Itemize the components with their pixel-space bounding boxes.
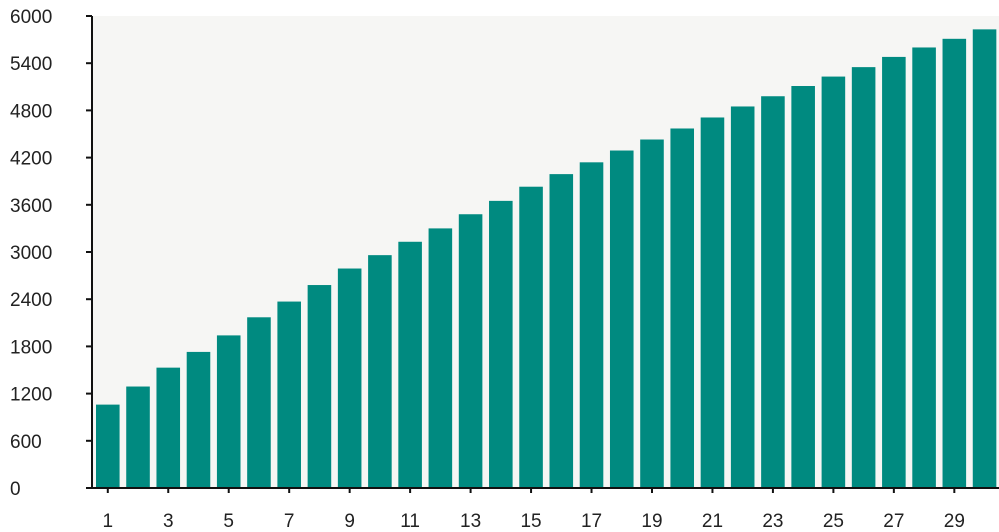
bar-23 — [761, 96, 785, 489]
bar-16 — [549, 174, 574, 488]
x-tick-label: 25 — [823, 511, 844, 532]
x-tick-label: 19 — [641, 511, 662, 532]
y-tick-label: 600 — [10, 432, 42, 453]
x-tick-label: 23 — [762, 511, 783, 532]
y-tick-label: 6000 — [10, 7, 52, 28]
bar-8 — [307, 285, 332, 488]
bar-11 — [398, 241, 422, 488]
x-tick-label: 27 — [883, 511, 904, 532]
bar-13 — [458, 214, 483, 489]
bar-26 — [851, 67, 876, 488]
y-tick-label: 3000 — [10, 243, 52, 264]
bar-6 — [247, 317, 271, 488]
x-tick-label: 9 — [344, 511, 355, 532]
x-tick-label: 21 — [702, 511, 723, 532]
x-tick-label: 15 — [520, 511, 541, 532]
x-tick-label: 7 — [284, 511, 295, 532]
x-tick-label: 11 — [400, 511, 420, 532]
bar-2 — [126, 386, 150, 488]
bar-19 — [640, 139, 664, 488]
x-tick-label: 17 — [581, 511, 602, 532]
y-tick-label: 4200 — [10, 149, 52, 170]
x-tick-label: 1 — [103, 511, 114, 532]
bar-28 — [912, 47, 936, 488]
bar-10 — [368, 255, 392, 488]
y-tick-label: 2400 — [10, 290, 52, 311]
bar-9 — [337, 268, 362, 488]
bar-4 — [186, 351, 211, 488]
bar-22 — [730, 106, 755, 488]
y-tick-label: 1200 — [10, 385, 52, 406]
y-axis-ticks: 0 600 1200 1800 2400 3000 3600 4200 4800 5400 6000 — [10, 7, 92, 500]
x-axis-ticks: 1 3 5 7 9 11 13 15 17 19 21 23 25 27 29 — [103, 488, 965, 532]
plot-background — [92, 16, 999, 488]
bar-24 — [791, 86, 815, 488]
bar-12 — [428, 228, 453, 488]
y-tick-label: 5400 — [10, 54, 52, 75]
bar-20 — [670, 128, 695, 489]
x-tick-label: 29 — [944, 511, 965, 532]
bar-5 — [216, 335, 241, 488]
y-tick-label: 4800 — [10, 101, 52, 122]
x-tick-label: 5 — [223, 511, 234, 532]
bar-3 — [156, 367, 181, 488]
bar-17 — [579, 162, 604, 488]
bars-group — [96, 29, 997, 489]
bar-14 — [489, 200, 513, 488]
bar-18 — [609, 150, 634, 488]
bar-21 — [700, 117, 725, 488]
bar-27 — [882, 56, 906, 488]
bar-1 — [96, 404, 120, 488]
bar-29 — [942, 38, 967, 489]
bar-15 — [519, 186, 543, 488]
y-tick-label: 1800 — [10, 337, 52, 358]
y-tick-label: 0 — [10, 479, 21, 500]
y-tick-label: 3600 — [10, 196, 52, 217]
bar-25 — [821, 76, 846, 488]
x-tick-label: 3 — [163, 511, 174, 532]
x-tick-label: 13 — [460, 511, 481, 532]
bar-7 — [277, 301, 301, 488]
bar-30 — [972, 29, 997, 489]
